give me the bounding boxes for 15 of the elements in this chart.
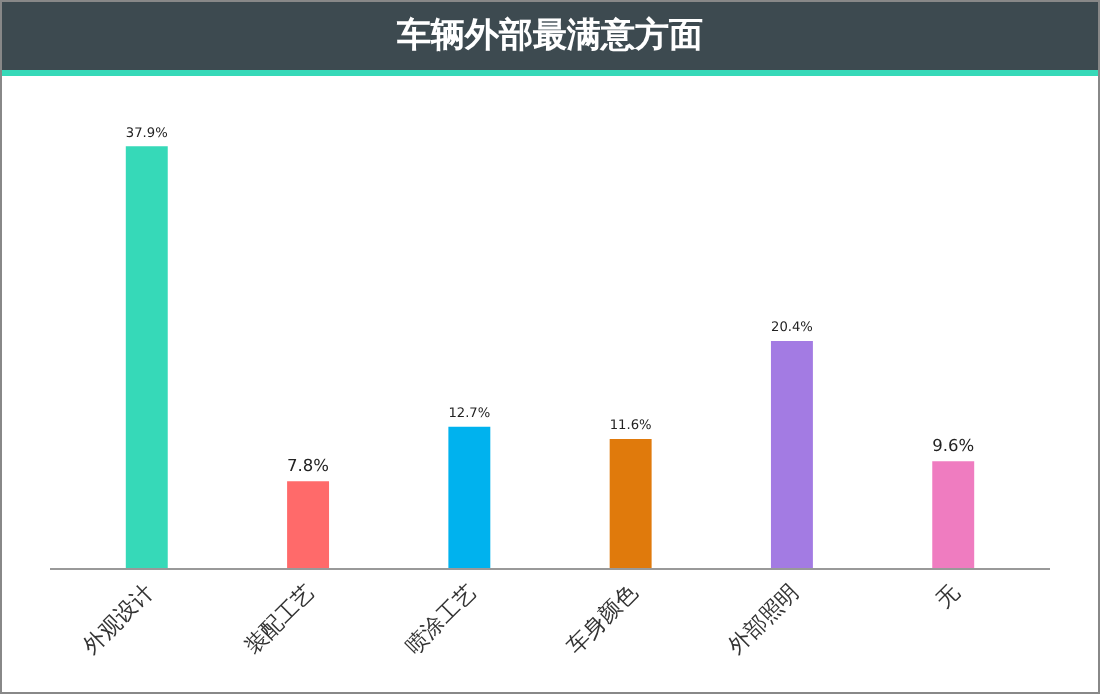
x-tick-label: 外部照明 xyxy=(723,579,804,660)
data-label: 7.8% xyxy=(287,454,330,475)
bar xyxy=(770,340,813,568)
x-tick-label: 无 xyxy=(931,579,966,613)
data-label: 9.6% xyxy=(932,434,975,455)
bar xyxy=(125,146,168,568)
chart-title: 车辆外部最满意方面 xyxy=(2,2,1098,76)
bar xyxy=(448,426,491,568)
x-tick-label: 车身颜色 xyxy=(562,579,643,660)
bar xyxy=(609,438,652,568)
bar xyxy=(287,481,330,568)
bar xyxy=(932,461,975,568)
x-tick-label: 喷涂工艺 xyxy=(400,579,482,660)
x-tick-label: 装配工艺 xyxy=(239,579,321,660)
x-tick-label: 外观设计 xyxy=(78,579,159,660)
